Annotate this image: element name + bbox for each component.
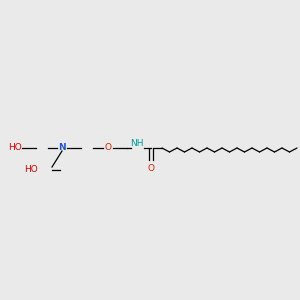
Text: O: O [104,143,112,152]
Text: N: N [58,143,66,152]
Text: NH: NH [130,140,144,148]
Text: HO: HO [24,166,38,175]
Text: O: O [148,164,154,173]
Text: HO: HO [8,143,22,152]
